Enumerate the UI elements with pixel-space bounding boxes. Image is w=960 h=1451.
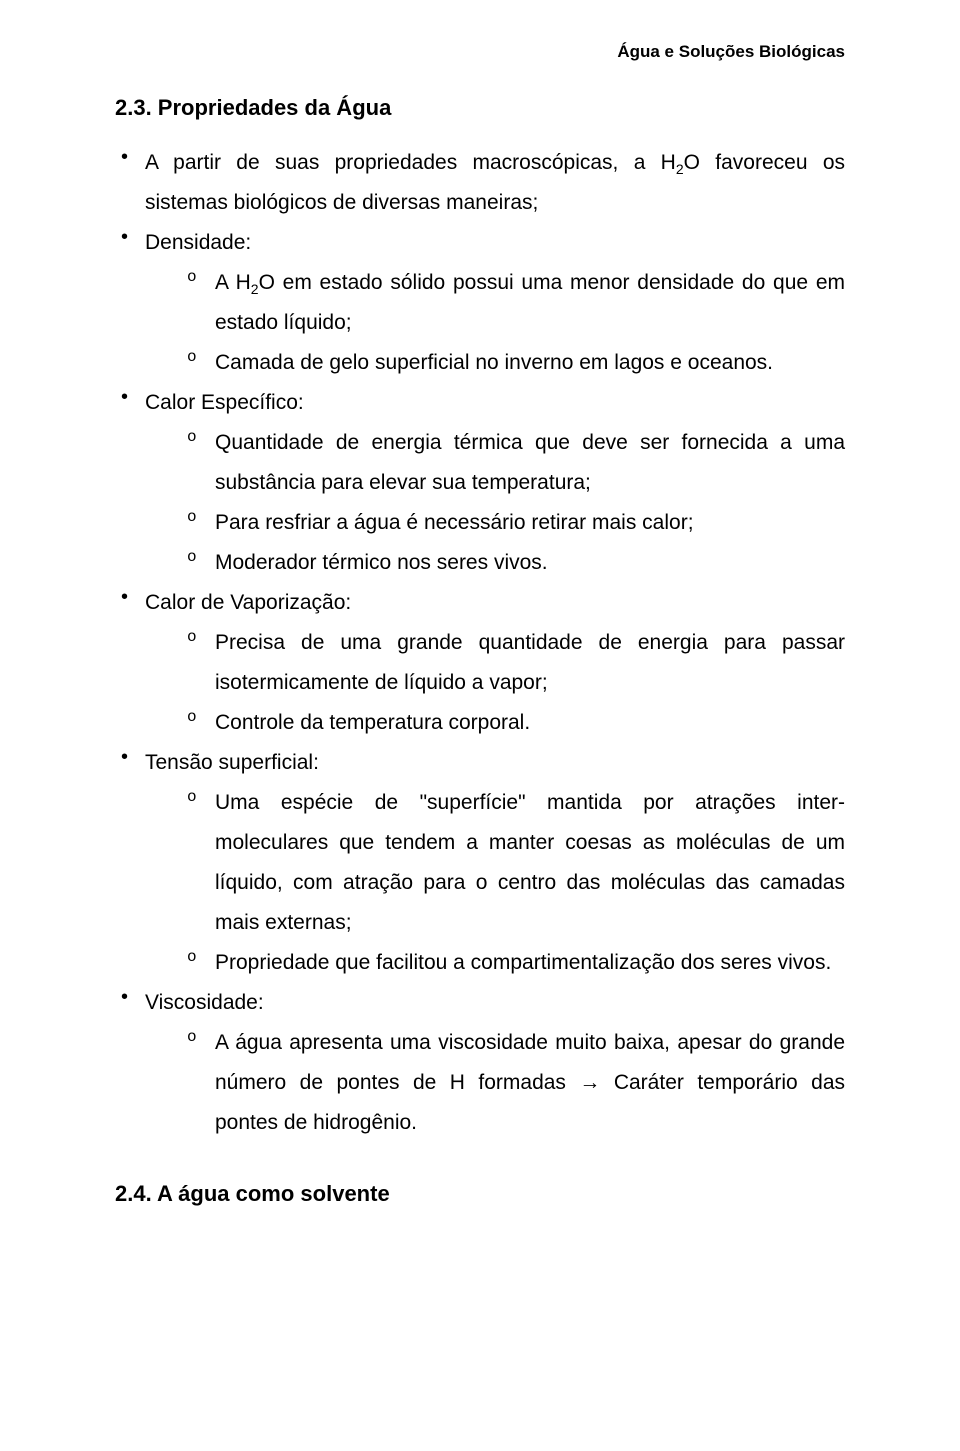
document-page: Água e Soluções Biológicas 2.3. Propried… — [0, 0, 960, 1451]
section-2-4-title: 2.4. A água como solvente — [115, 1181, 845, 1207]
sub-text: Controle da temperatura corporal. — [215, 711, 530, 734]
sub-text-a: A H — [215, 271, 251, 294]
sublist: A água apresenta uma viscosidade muito b… — [145, 1023, 845, 1143]
sub-text: Precisa de uma grande quantidade de ener… — [215, 631, 845, 694]
sublist: Precisa de uma grande quantidade de ener… — [145, 623, 845, 743]
item-tensao-superficial: Tensão superficial: Uma espécie de "supe… — [115, 743, 845, 983]
sub-item: Moderador térmico nos seres vivos. — [187, 543, 845, 583]
section-2-3-title: 2.3. Propriedades da Água — [115, 95, 845, 121]
item-calor-especifico: Calor Específico: Quantidade de energia … — [115, 383, 845, 583]
intro-bullet: A partir de suas propriedades macroscópi… — [115, 143, 845, 223]
sub-text: Quantidade de energia térmica que deve s… — [215, 431, 845, 494]
sub-item: A H2O em estado sólido possui uma menor … — [187, 263, 845, 343]
sub-text: Uma espécie de "superfície" mantida por … — [215, 791, 845, 934]
sub-text-b: O em estado sólido possui uma menor dens… — [215, 271, 845, 334]
item-label: Densidade: — [145, 231, 251, 254]
sub-sub: 2 — [251, 281, 259, 297]
intro-sub: 2 — [676, 161, 684, 177]
bullet-list-level1: A partir de suas propriedades macroscópi… — [115, 143, 845, 1143]
sublist: A H2O em estado sólido possui uma menor … — [145, 263, 845, 383]
arrow-icon: → — [579, 1071, 600, 1094]
item-label: Viscosidade: — [145, 991, 264, 1014]
sub-item: Precisa de uma grande quantidade de ener… — [187, 623, 845, 703]
sub-item: Controle da temperatura corporal. — [187, 703, 845, 743]
item-label: Tensão superficial: — [145, 751, 319, 774]
sub-item: Propriedade que facilitou a compartiment… — [187, 943, 845, 983]
sub-item: Camada de gelo superficial no inverno em… — [187, 343, 845, 383]
sub-item: A água apresenta uma viscosidade muito b… — [187, 1023, 845, 1143]
page-header-right: Água e Soluções Biológicas — [617, 42, 845, 62]
sub-item: Quantidade de energia térmica que deve s… — [187, 423, 845, 503]
sub-text: Moderador térmico nos seres vivos. — [215, 551, 548, 574]
sub-text: Camada de gelo superficial no inverno em… — [215, 351, 773, 374]
item-label: Calor de Vaporização: — [145, 591, 351, 614]
item-densidade: Densidade: A H2O em estado sólido possui… — [115, 223, 845, 383]
sub-text: Para resfriar a água é necessário retira… — [215, 511, 694, 534]
sub-item: Para resfriar a água é necessário retira… — [187, 503, 845, 543]
item-calor-vaporizacao: Calor de Vaporização: Precisa de uma gra… — [115, 583, 845, 743]
item-label: Calor Específico: — [145, 391, 304, 414]
sublist: Quantidade de energia térmica que deve s… — [145, 423, 845, 583]
sub-item: Uma espécie de "superfície" mantida por … — [187, 783, 845, 943]
item-viscosidade: Viscosidade: A água apresenta uma viscos… — [115, 983, 845, 1143]
sublist: Uma espécie de "superfície" mantida por … — [145, 783, 845, 983]
sub-text: Propriedade que facilitou a compartiment… — [215, 951, 831, 974]
intro-text-a: A partir de suas propriedades macroscópi… — [145, 151, 676, 174]
